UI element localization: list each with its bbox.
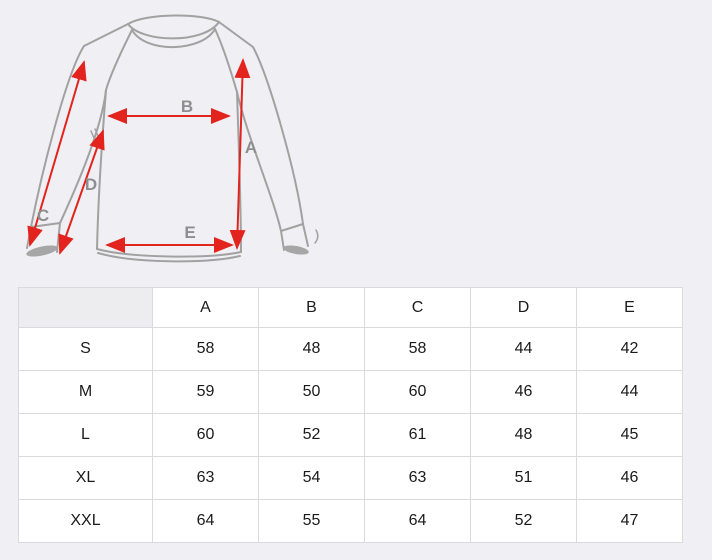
shirt-measurement-diagram: A B C D E (26, 14, 319, 263)
right-cuff-outer-side (302, 223, 309, 247)
left-shoulder (83, 23, 129, 47)
measurement-arrows (27, 58, 251, 255)
right-cuff-top (280, 223, 304, 232)
value-cell: 52 (470, 499, 577, 543)
right-shoulder (218, 21, 254, 48)
shirt-diagram-svg: A B C D E (26, 14, 319, 263)
value-cell: 63 (364, 456, 471, 500)
left-raglan-seam (105, 29, 133, 91)
measure-arrow-d (58, 129, 105, 255)
value-cell: 54 (258, 456, 365, 500)
value-cell: 64 (152, 499, 259, 543)
size-table-corner-cell (18, 287, 153, 328)
measure-label-e: E (184, 223, 195, 242)
right-cuff-ellipse (283, 245, 309, 255)
value-cell: 46 (470, 370, 577, 414)
value-cell: 44 (470, 327, 577, 371)
value-cell: 63 (152, 456, 259, 500)
left-cuff-ellipse (26, 245, 58, 257)
value-cell: 50 (258, 370, 365, 414)
value-cell: 46 (576, 456, 683, 500)
measure-arrow-c (27, 60, 87, 247)
size-label: M (18, 370, 153, 414)
column-header-b: B (258, 287, 365, 328)
collar-top (127, 14, 220, 25)
table-row-m: M 59 50 60 46 44 (18, 370, 683, 414)
value-cell: 59 (152, 370, 259, 414)
collar-inner-band (131, 28, 216, 49)
right-sleeve-inner (236, 91, 282, 232)
size-label: S (18, 327, 153, 371)
size-label: XXL (18, 499, 153, 543)
left-sleeve-outer (30, 45, 85, 228)
value-cell: 48 (258, 327, 365, 371)
value-cell: 55 (258, 499, 365, 543)
value-cell: 48 (470, 413, 577, 457)
measure-label-d: D (85, 175, 97, 194)
small-fabric-mark (314, 229, 319, 244)
value-cell: 42 (576, 327, 683, 371)
column-header-c: C (364, 287, 471, 328)
table-row-l: L 60 52 61 48 45 (18, 413, 683, 457)
value-cell: 51 (470, 456, 577, 500)
value-cell: 45 (576, 413, 683, 457)
size-table-header-row: A B C D E (18, 287, 683, 328)
column-header-e: E (576, 287, 683, 328)
hem-lower-line (97, 252, 241, 263)
value-cell: 44 (576, 370, 683, 414)
value-cell: 58 (364, 327, 471, 371)
column-header-d: D (470, 287, 577, 328)
value-cell: 47 (576, 499, 683, 543)
right-raglan-seam (214, 28, 238, 93)
table-row-s: S 58 48 58 44 42 (18, 327, 683, 371)
value-cell: 60 (152, 413, 259, 457)
value-cell: 58 (152, 327, 259, 371)
measure-arrow-a (229, 58, 251, 250)
size-table: A B C D E S 58 48 58 44 42 M 59 50 60 46 (18, 287, 683, 543)
size-label: L (18, 413, 153, 457)
measure-label-b: B (181, 97, 193, 116)
value-cell: 64 (364, 499, 471, 543)
hem-upper-line (96, 248, 242, 258)
value-cell: 61 (364, 413, 471, 457)
measure-label-a: A (245, 138, 257, 157)
column-header-a: A (152, 287, 259, 328)
table-row-xxl: XXL 64 55 64 52 47 (18, 499, 683, 543)
collar-opening (127, 21, 220, 40)
size-label: XL (18, 456, 153, 500)
measure-label-c: C (37, 206, 49, 225)
right-sleeve-outer (252, 46, 304, 225)
value-cell: 52 (258, 413, 365, 457)
table-row-xl: XL 63 54 63 51 46 (18, 456, 683, 500)
value-cell: 60 (364, 370, 471, 414)
right-cuff-inner-side (280, 230, 285, 251)
